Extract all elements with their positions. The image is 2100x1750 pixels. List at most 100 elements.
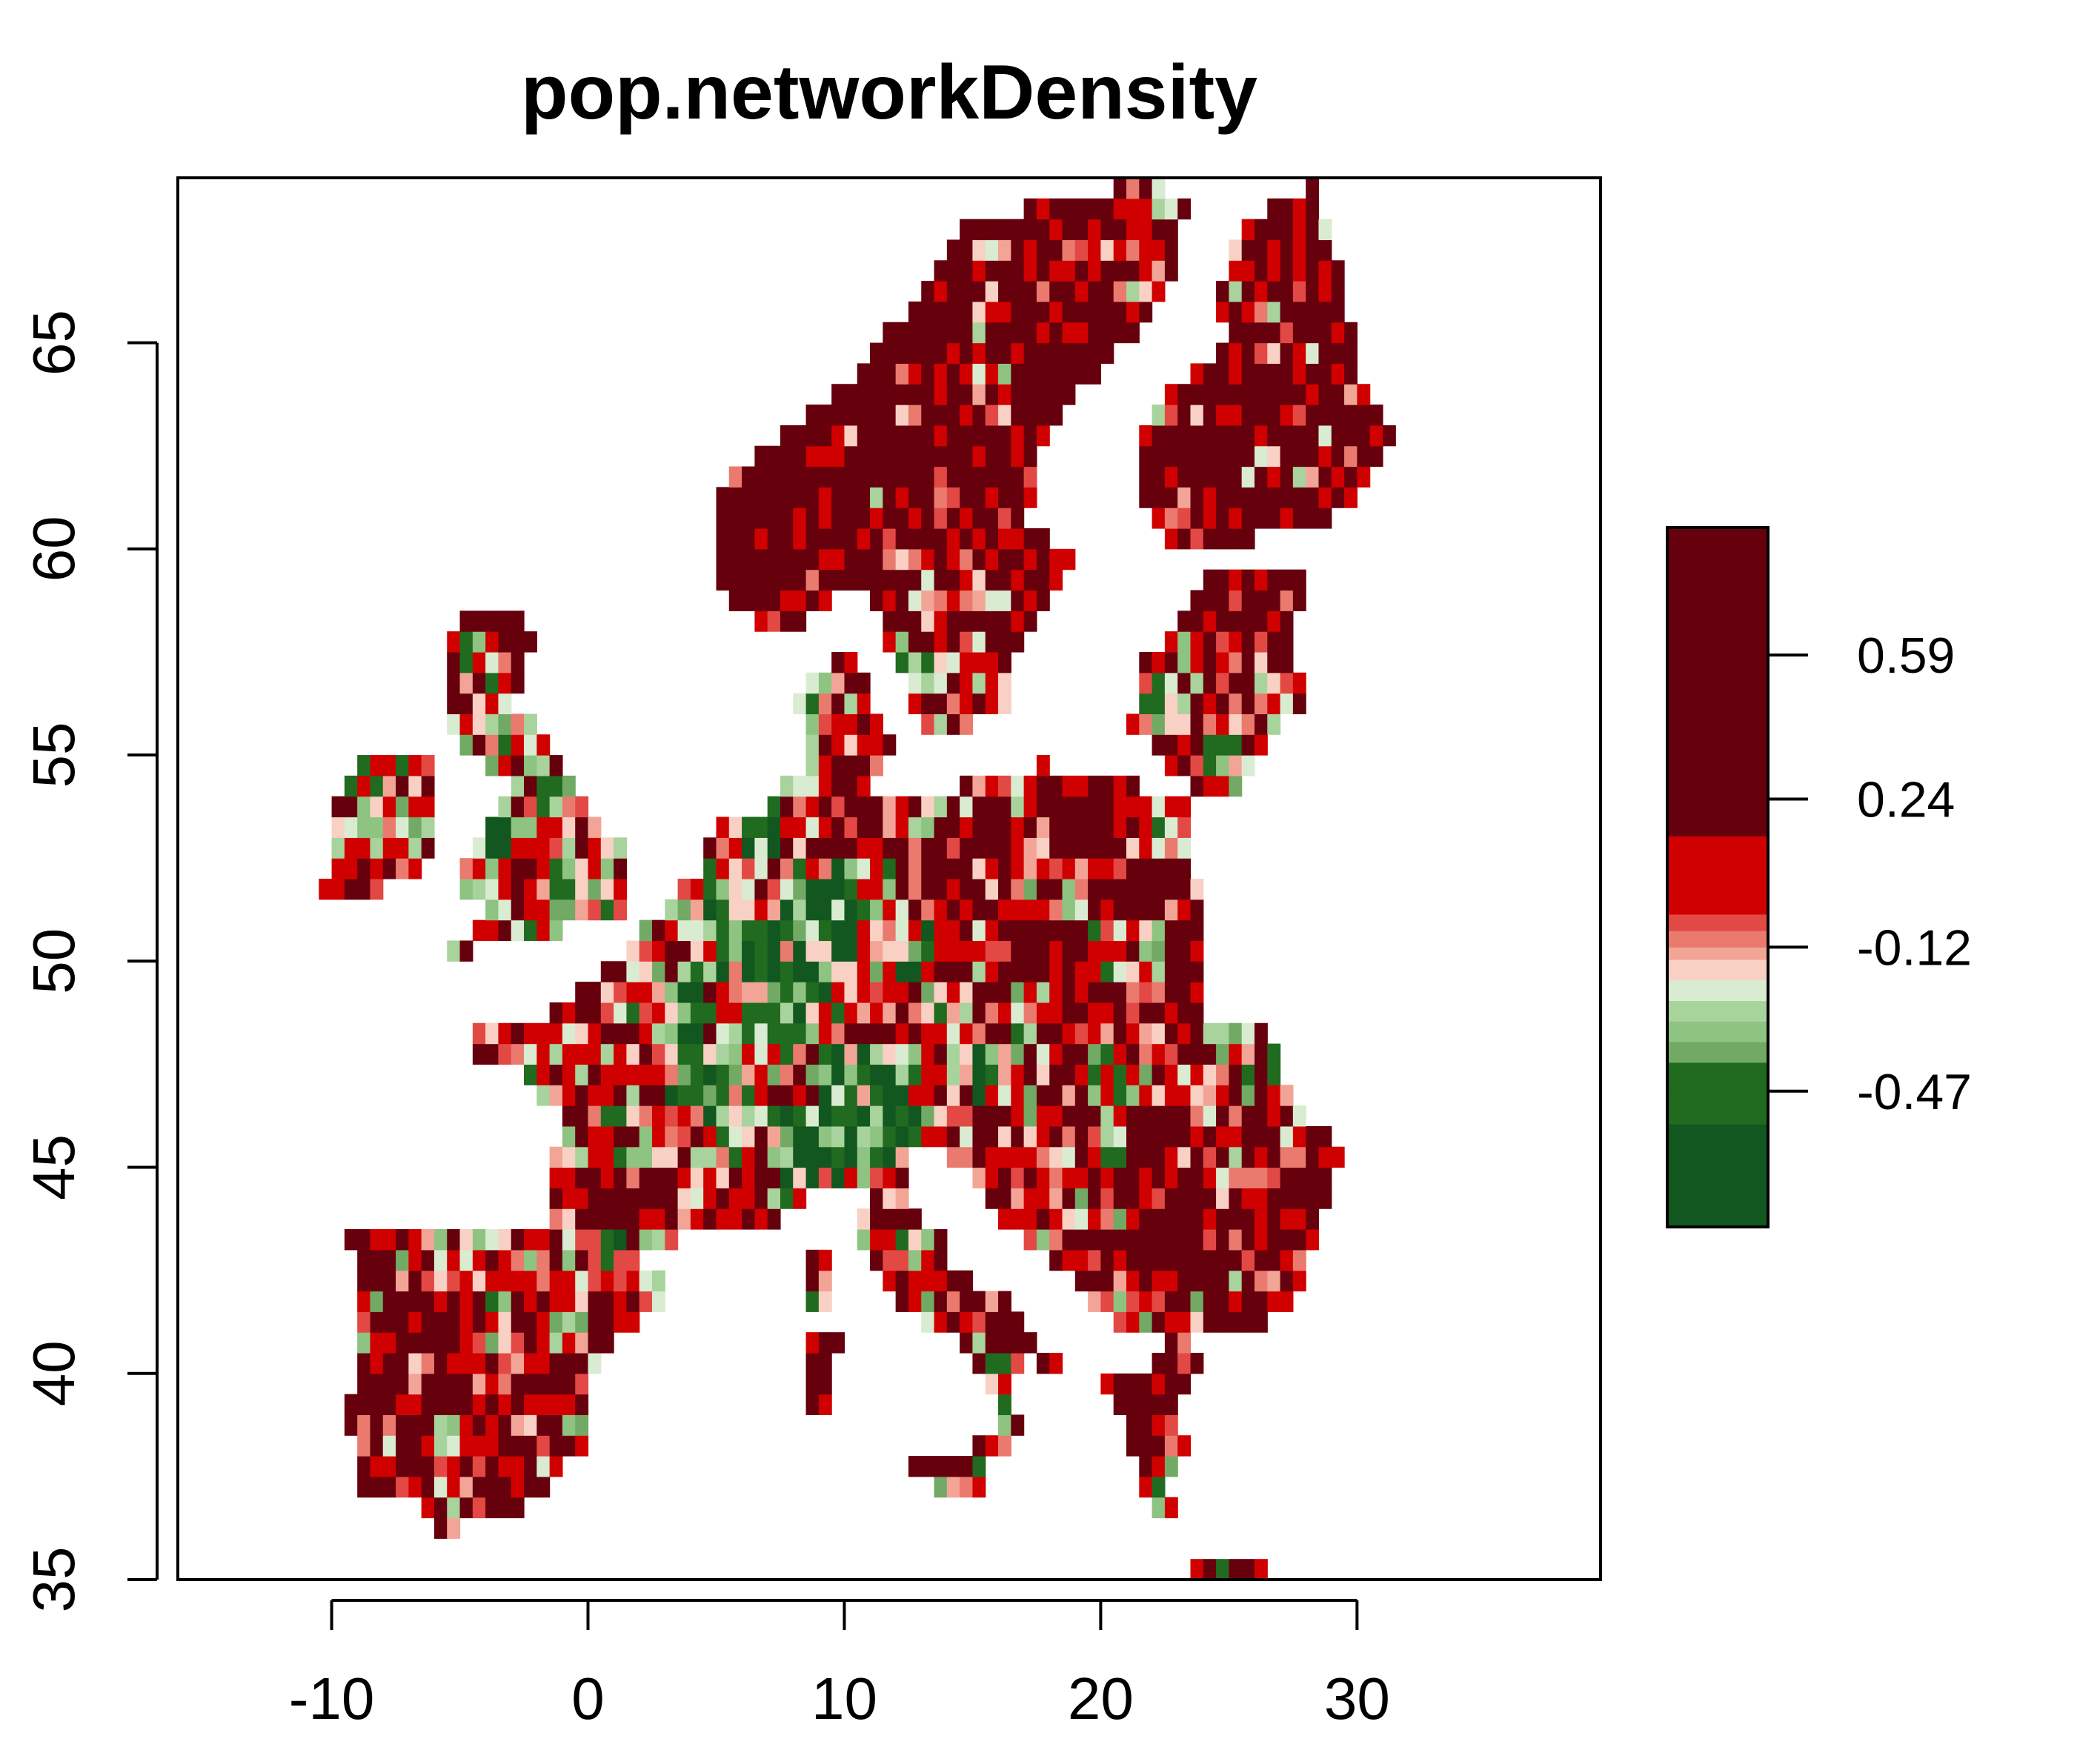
heatmap-cell (1088, 775, 1102, 797)
heatmap-cell (472, 837, 486, 859)
heatmap-cell (1152, 1291, 1166, 1312)
heatmap-cell (716, 508, 730, 529)
heatmap-cell (421, 1332, 435, 1354)
heatmap-cell (1100, 919, 1114, 942)
heatmap-cell (511, 1352, 525, 1374)
heatmap-cell (831, 1105, 845, 1127)
heatmap-cell (934, 631, 948, 653)
heatmap-cell (818, 1043, 832, 1065)
heatmap-cell (1229, 755, 1243, 776)
heatmap-cell (511, 775, 525, 797)
heatmap-cell (972, 239, 986, 261)
heatmap-cell (1267, 445, 1281, 468)
heatmap-cell (908, 569, 922, 591)
heatmap-cell (998, 693, 1011, 715)
heatmap-cell (716, 982, 730, 1003)
heatmap-cell (946, 301, 960, 323)
heatmap-cell (946, 1291, 960, 1312)
heatmap-cell (728, 1188, 742, 1209)
heatmap-cell (818, 672, 832, 694)
heatmap-cell (1254, 1188, 1268, 1209)
heatmap-cell (1126, 919, 1140, 942)
heatmap-cell (1267, 508, 1281, 529)
colorbar-tick-label: -0.12 (1857, 919, 1972, 976)
heatmap-cell (485, 858, 499, 879)
heatmap-cell (1074, 919, 1089, 942)
heatmap-cell (370, 1456, 384, 1477)
heatmap-cell (883, 569, 897, 591)
heatmap-cell (895, 1188, 909, 1209)
heatmap-cell (921, 301, 935, 323)
heatmap-cell (767, 961, 781, 982)
heatmap-cell (1241, 1559, 1255, 1580)
heatmap-cell (946, 1085, 960, 1106)
heatmap-cell (921, 384, 935, 405)
heatmap-cell (805, 816, 820, 838)
heatmap-cell (754, 569, 768, 591)
heatmap-cell (614, 1249, 628, 1271)
heatmap-cell (536, 1332, 551, 1354)
heatmap-cell (1164, 487, 1178, 508)
heatmap-cell (908, 363, 922, 385)
heatmap-cell (1126, 899, 1140, 921)
heatmap-cell (1254, 1022, 1268, 1045)
heatmap-cell (1113, 1208, 1127, 1230)
heatmap-cell (1139, 260, 1153, 282)
heatmap-cell (767, 879, 781, 900)
heatmap-cell (716, 1105, 730, 1127)
heatmap-cell (1113, 198, 1127, 220)
heatmap-cell (998, 940, 1011, 962)
heatmap-cell (370, 1229, 384, 1251)
heatmap-cell (728, 940, 742, 962)
heatmap-cell (600, 837, 614, 859)
heatmap-cell (511, 1311, 525, 1333)
heatmap-cell (459, 1270, 474, 1292)
heatmap-cell (536, 879, 551, 900)
heatmap-cell (1292, 1249, 1306, 1271)
heatmap-cell (780, 548, 794, 570)
heatmap-cell (1164, 1311, 1178, 1333)
heatmap-cell (754, 1188, 768, 1209)
heatmap-cell (1011, 879, 1025, 900)
heatmap-cell (370, 858, 384, 879)
heatmap-cell (754, 1208, 768, 1230)
heatmap-cell (1074, 1249, 1089, 1271)
heatmap-cell (870, 1249, 883, 1271)
heatmap-cell (524, 1270, 537, 1292)
heatmap-cell (934, 487, 948, 508)
heatmap-cell (895, 940, 909, 962)
heatmap-cell (1036, 590, 1050, 611)
heatmap-cell (1126, 1435, 1140, 1457)
heatmap-cell (883, 1125, 897, 1148)
heatmap-cell (805, 1394, 820, 1416)
heatmap-cell (1049, 837, 1063, 859)
heatmap-cell (549, 1188, 563, 1209)
heatmap-cell (1164, 1270, 1178, 1292)
heatmap-cell (447, 713, 461, 735)
heatmap-cell (614, 1167, 628, 1188)
heatmap-cell (1331, 363, 1345, 385)
heatmap-cell (614, 1105, 628, 1127)
heatmap-cell (960, 879, 974, 900)
heatmap-cell (1190, 1167, 1204, 1188)
heatmap-cell (690, 1064, 704, 1085)
heatmap-cell (1177, 1043, 1192, 1065)
heatmap-cell (1203, 1311, 1217, 1333)
heatmap-cell (524, 1476, 537, 1498)
heatmap-cell (1318, 1167, 1332, 1188)
heatmap-cell (767, 940, 781, 962)
heatmap-cell (805, 734, 820, 756)
heatmap-cell (1254, 651, 1268, 673)
heatmap-cell (728, 961, 742, 982)
heatmap-cell (1190, 1311, 1204, 1333)
heatmap-cell (1203, 425, 1217, 447)
heatmap-cell (818, 528, 832, 550)
heatmap-cell (600, 1043, 614, 1065)
heatmap-cell (844, 1085, 858, 1106)
heatmap-cell (946, 651, 960, 673)
heatmap-cell (1126, 322, 1140, 344)
heatmap-cell (344, 1229, 358, 1251)
heatmap-cell (818, 879, 832, 900)
heatmap-cell (1292, 1125, 1306, 1148)
heatmap-cell (1139, 919, 1153, 942)
